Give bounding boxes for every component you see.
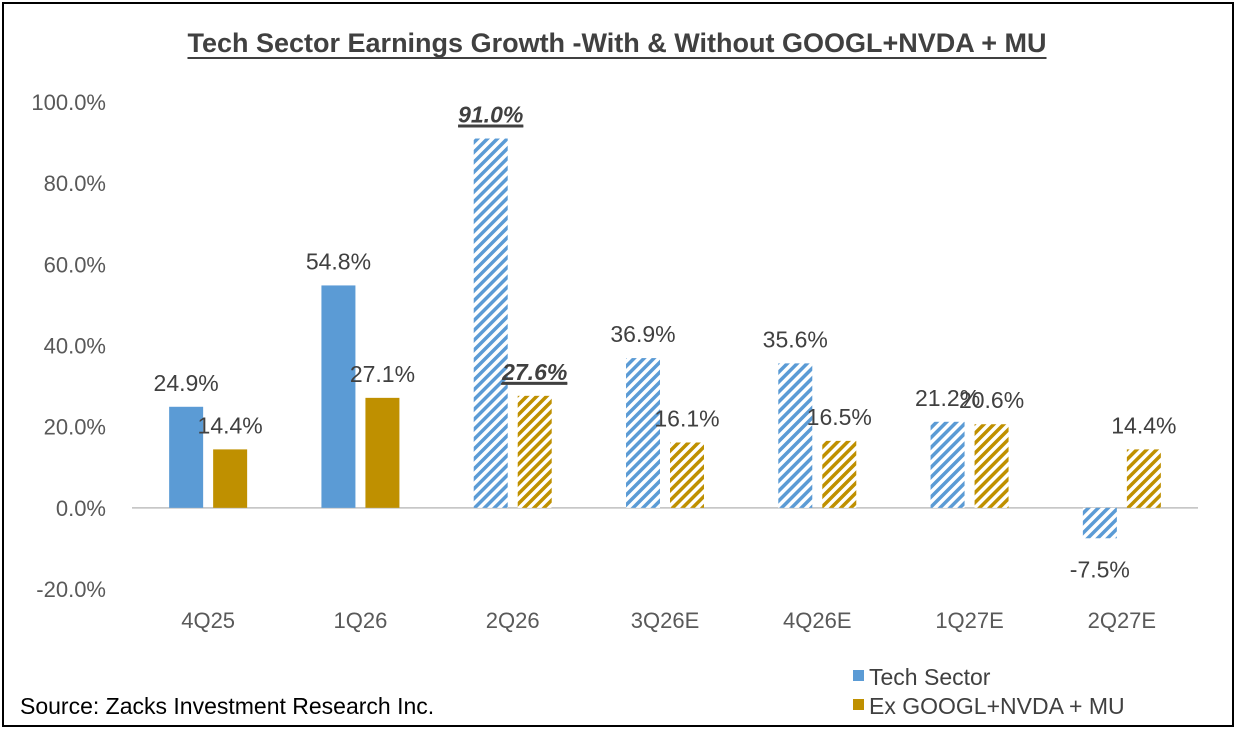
data-label-tech-sector-1q27e: 21.2% — [915, 385, 980, 411]
bar-tech-sector-1q27e — [930, 421, 965, 508]
y-tick-label: 80.0% — [44, 171, 106, 196]
y-tick-label: 100.0% — [31, 90, 106, 115]
x-tick-label-4q26e: 4Q26E — [783, 608, 852, 633]
bar-tech-sector-3q26e — [626, 358, 660, 508]
data-label-tech-sector-4q26e: 35.6% — [763, 326, 828, 352]
bar-ex-googl-nvda-mu-4q25 — [213, 449, 248, 508]
source-note: Source: Zacks Investment Research Inc. — [20, 693, 434, 719]
chart-title: Tech Sector Earnings Growth -With & With… — [187, 28, 1046, 58]
bar-tech-sector-4q26e — [778, 363, 813, 508]
data-label-ex-googl-nvda-mu-1q26: 27.1% — [350, 361, 415, 387]
y-tick-label: 20.0% — [44, 415, 106, 440]
bar-ex-googl-nvda-mu-3q26e — [670, 442, 704, 508]
x-tick-label-2q27e: 2Q27E — [1088, 608, 1157, 633]
legend-swatch-ex-googl-nvda-mu — [853, 699, 864, 710]
legend-label-tech-sector: Tech Sector — [869, 664, 991, 690]
data-labels: 24.9% 54.8% 91.0% 36.9% 35.6% 21.2% -7.5% 14.4%… — [154, 102, 1177, 583]
data-label-ex-googl-nvda-mu-2q27e: 14.4% — [1111, 412, 1176, 438]
bar-tech-sector-2q26 — [473, 138, 508, 508]
bar-ex-googl-nvda-mu-4q26e — [822, 440, 857, 508]
data-label-tech-sector-3q26e: 36.9% — [610, 321, 675, 347]
y-tick-label: 40.0% — [44, 334, 106, 359]
y-axis: 100.0% 80.0% 60.0% 40.0% 20.0% 0.0% -20.0% — [31, 90, 106, 602]
bar-tech-sector-2q27e — [1082, 507, 1117, 539]
data-label-ex-googl-nvda-mu-2q26: 27.6% — [501, 359, 567, 385]
bar-tech-sector-4q25 — [169, 406, 204, 508]
bar-ex-googl-nvda-mu-1q26 — [365, 397, 400, 508]
x-tick-label-1q27e: 1Q27E — [935, 608, 1004, 633]
data-label-tech-sector-2q27e: -7.5% — [1070, 556, 1130, 582]
data-label-ex-googl-nvda-mu-3q26e: 16.1% — [654, 405, 719, 431]
x-tick-label-1q26: 1Q26 — [334, 608, 388, 633]
x-tick-label-3q26e: 3Q26E — [631, 608, 700, 633]
legend: Tech Sector Ex GOOGL+NVDA + MU — [853, 664, 1125, 719]
bar-ex-googl-nvda-mu-1q27e — [974, 424, 1009, 508]
bar-tech-sector-1q26 — [321, 285, 356, 508]
data-label-ex-googl-nvda-mu-4q26e: 16.5% — [807, 404, 872, 430]
y-tick-label: -20.0% — [36, 577, 106, 602]
data-label-tech-sector-2q26: 91.0% — [458, 102, 523, 128]
bars — [169, 138, 1161, 539]
bar-ex-googl-nvda-mu-2q26 — [517, 395, 552, 508]
legend-swatch-tech-sector — [853, 670, 864, 681]
bar-ex-googl-nvda-mu-2q27e — [1126, 449, 1161, 508]
y-tick-label: 60.0% — [44, 252, 106, 277]
x-axis: 4Q25 1Q26 2Q26 3Q26E 4Q26E 1Q27E 2Q27E — [181, 608, 1156, 633]
data-label-tech-sector-4q25: 24.9% — [154, 370, 219, 396]
data-label-ex-googl-nvda-mu-4q25: 14.4% — [198, 412, 263, 438]
data-label-tech-sector-1q26: 54.8% — [306, 248, 371, 274]
x-tick-label-2q26: 2Q26 — [486, 608, 540, 633]
y-tick-label: 0.0% — [56, 496, 106, 521]
data-label-ex-googl-nvda-mu-1q27e: 20.6% — [959, 387, 1024, 413]
x-tick-label-4q25: 4Q25 — [181, 608, 235, 633]
legend-label-ex-googl-nvda-mu: Ex GOOGL+NVDA + MU — [869, 693, 1125, 719]
